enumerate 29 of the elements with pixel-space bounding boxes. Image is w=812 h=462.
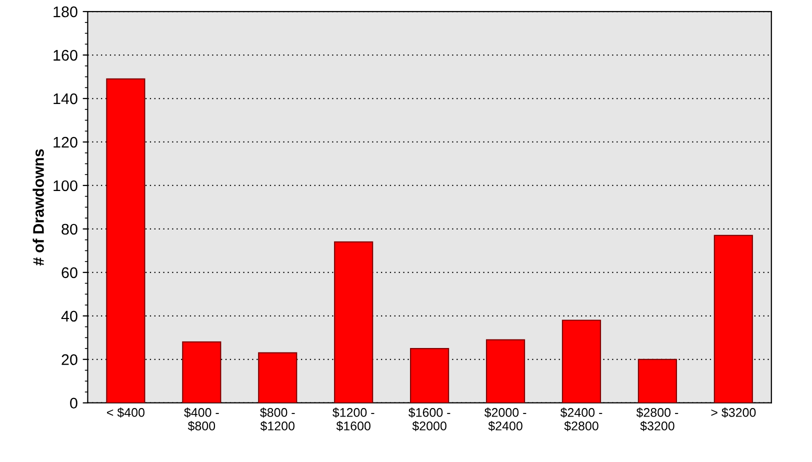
bar	[714, 234, 753, 403]
bar	[106, 78, 146, 403]
x-tick-label: $1600 - $2000	[408, 408, 450, 432]
x-tick-label: > $3200	[711, 408, 756, 418]
bar	[410, 348, 450, 403]
x-tick-label: $2400 - $2800	[560, 408, 602, 432]
bar	[486, 339, 526, 403]
x-tick-label: $800 - $1200	[260, 408, 295, 432]
x-tick-label: < $400	[107, 408, 144, 418]
bar	[258, 352, 298, 403]
bar	[334, 241, 374, 403]
bar	[182, 341, 222, 403]
x-tick-label: $400 - $800	[184, 408, 219, 432]
y-tick-label: 140	[54, 93, 78, 104]
x-tick-label: $2000 - $2400	[484, 408, 526, 432]
y-tick-label: 40	[61, 310, 78, 322]
y-tick-label: 80	[62, 224, 78, 235]
bar	[638, 358, 677, 403]
y-tick-label: 60	[62, 267, 78, 278]
y-tick-label: 20	[62, 354, 78, 366]
y-tick-label: 0	[70, 398, 78, 409]
y-axis-title: # of Drawdowns	[32, 149, 44, 266]
y-tick-label: 160	[54, 50, 78, 61]
y-tick-label: 120	[54, 136, 78, 148]
x-tick-label: $1200 - $1600	[332, 408, 374, 432]
x-tick-label: $2800 - $3200	[636, 408, 678, 432]
bar	[562, 320, 602, 403]
y-tick-label: 180	[54, 6, 78, 18]
y-tick-label: 100	[54, 180, 78, 192]
